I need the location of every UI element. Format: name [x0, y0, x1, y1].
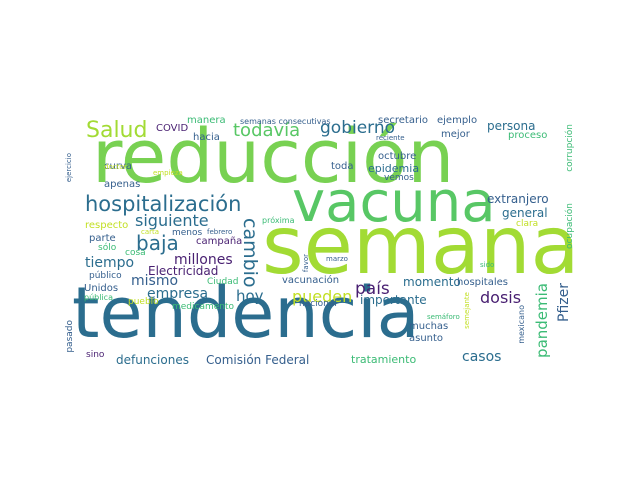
word: casos [462, 349, 502, 365]
word: apenas [104, 179, 141, 190]
word: semejante [463, 292, 471, 329]
word: Comisión Federal [206, 353, 310, 367]
word: muchas [409, 321, 449, 332]
word: vacuna [292, 170, 496, 235]
word: menos [172, 228, 203, 238]
word: marzo [326, 255, 348, 263]
word: hospitalización [85, 192, 242, 216]
word: hoy [236, 287, 264, 305]
word: corrupción [565, 124, 575, 172]
word: proceso [508, 130, 548, 141]
word: febrero [207, 228, 233, 236]
word: mismo [131, 273, 179, 289]
word: baja [136, 231, 179, 255]
word: hacia [193, 132, 220, 143]
word: ocupación [565, 203, 575, 250]
word: extranjero [487, 192, 549, 206]
word: asunto [409, 333, 444, 344]
word: medicamento [172, 302, 235, 312]
word: empieza [153, 169, 183, 177]
word: curva [104, 161, 132, 172]
word: mexicano [517, 305, 526, 344]
word: carta [141, 228, 160, 236]
word: semana [262, 199, 580, 292]
word: vacunación [282, 275, 340, 286]
word: epidemia [368, 162, 420, 175]
word: sólo [98, 243, 117, 253]
word: público [89, 271, 122, 281]
word: toda [331, 161, 354, 172]
word: momento [403, 275, 461, 289]
word: mejor [441, 129, 470, 140]
word: dosis [480, 288, 522, 307]
word: manera [187, 115, 226, 126]
word: pública [84, 293, 113, 302]
word: semáforo [427, 313, 460, 321]
word: tratamiento [351, 353, 417, 366]
word: favor [302, 254, 310, 273]
word: defunciones [116, 353, 189, 367]
word: siguiente [135, 211, 209, 230]
word: secretario [378, 115, 428, 126]
word: general [502, 206, 548, 220]
word: ejercicio [65, 153, 73, 183]
word: sino [86, 350, 105, 360]
word: pandemia [533, 283, 551, 358]
word: Electricidad [148, 264, 219, 278]
word: pueden [292, 287, 353, 306]
word: cambio [239, 218, 261, 288]
word: parte [89, 233, 116, 244]
word: hospitales [457, 277, 508, 288]
word: COVID [156, 123, 189, 134]
word: doctor [104, 163, 127, 171]
word: próxima [262, 216, 295, 225]
word: reciente [376, 134, 405, 142]
word: octubre [378, 151, 417, 162]
word: reducción [92, 114, 455, 200]
word: país [355, 279, 390, 299]
word: ejemplo [437, 115, 478, 126]
word: importante [360, 293, 427, 307]
word: todavía [233, 120, 301, 141]
word: respecto [85, 220, 129, 231]
word: cosa [125, 248, 146, 258]
word: Salud [86, 118, 148, 143]
word: semanas consecutivas [240, 117, 331, 126]
word: tendencia [72, 272, 420, 354]
word: persona [487, 119, 536, 133]
word: Pfizer [556, 283, 572, 322]
word: sido [480, 261, 495, 269]
word: clara [516, 219, 539, 229]
word: Unidos [84, 283, 119, 294]
word: vemos [384, 173, 414, 183]
word: campaña [196, 236, 243, 247]
word: Ciudad [207, 277, 239, 287]
word: pasado [65, 320, 75, 353]
word: nacional [299, 299, 337, 309]
word: millones [174, 252, 233, 268]
word: pueblo [128, 297, 159, 307]
word: empresa [147, 286, 209, 302]
word: gobierno [320, 118, 396, 138]
word: tiempo [85, 255, 135, 271]
